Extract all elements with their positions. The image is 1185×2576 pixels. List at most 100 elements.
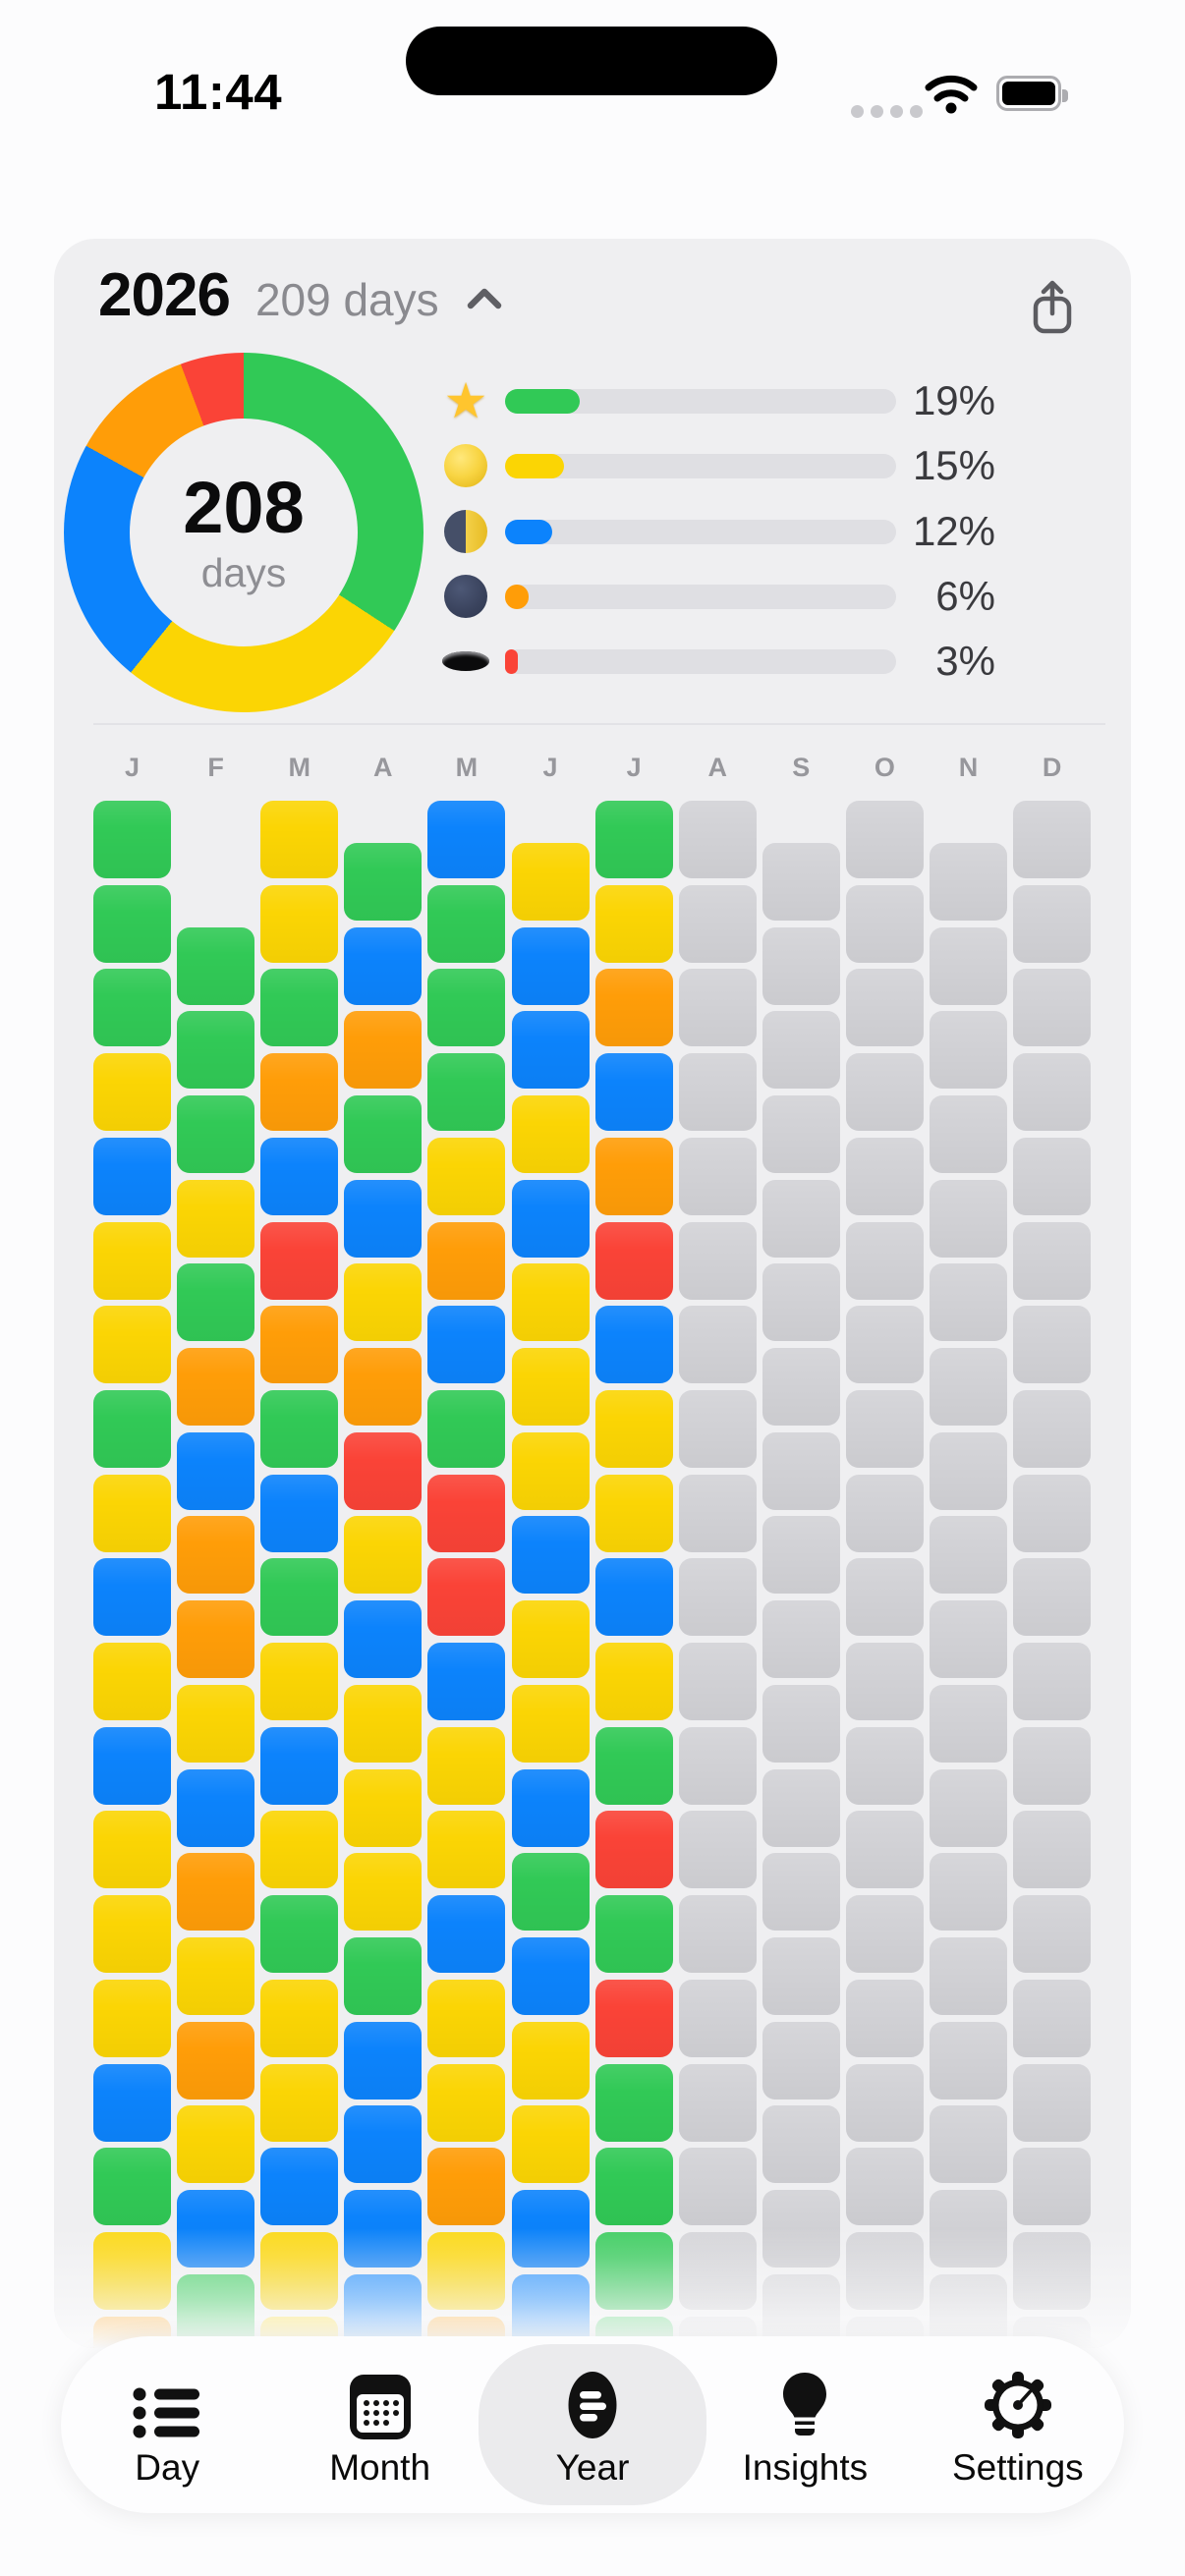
day-cell[interactable] [594, 969, 673, 1047]
day-cell-empty[interactable] [1013, 1389, 1092, 1468]
day-cell-empty[interactable] [930, 1600, 1007, 1679]
day-cell[interactable] [511, 1094, 590, 1173]
day-cell-empty[interactable] [930, 1431, 1007, 1510]
day-cell-empty[interactable] [1013, 1643, 1092, 1720]
day-cell-empty[interactable] [930, 1853, 1007, 1932]
day-cell[interactable] [427, 2148, 506, 2226]
day-cell[interactable] [260, 1726, 339, 1805]
day-cell-empty[interactable] [845, 1558, 924, 1637]
day-cell[interactable] [427, 1221, 506, 1300]
day-cell-empty[interactable] [1013, 1137, 1092, 1215]
day-cell[interactable] [177, 1348, 255, 1427]
day-cell[interactable] [177, 1094, 255, 1173]
day-cell-empty[interactable] [1013, 1979, 1092, 2057]
day-cell-empty[interactable] [762, 2105, 840, 2184]
day-cell[interactable] [260, 1053, 339, 1132]
day-cell[interactable] [177, 2021, 255, 2100]
day-cell[interactable] [93, 801, 171, 878]
day-cell[interactable] [177, 1600, 255, 1679]
day-cell[interactable] [511, 2105, 590, 2184]
day-cell-empty[interactable] [845, 884, 924, 963]
day-cell[interactable] [344, 1600, 423, 1679]
day-cell-empty[interactable] [762, 1853, 840, 1932]
day-cell-empty[interactable] [1013, 2148, 1092, 2226]
day-cell-empty[interactable] [762, 1684, 840, 1763]
day-cell-empty[interactable] [845, 969, 924, 1047]
day-cell-empty[interactable] [845, 1474, 924, 1552]
day-cell[interactable] [511, 1768, 590, 1847]
day-cell-empty[interactable] [678, 2148, 757, 2226]
day-cell[interactable] [344, 1853, 423, 1932]
day-cell[interactable] [344, 1684, 423, 1763]
day-cell[interactable] [594, 1558, 673, 1637]
day-cell-empty[interactable] [930, 1263, 1007, 1342]
day-cell-empty[interactable] [1013, 969, 1092, 1047]
day-cell-empty[interactable] [762, 1263, 840, 1342]
day-cell-empty[interactable] [845, 1221, 924, 1300]
day-cell-empty[interactable] [930, 1684, 1007, 1763]
day-cell-empty[interactable] [1013, 1811, 1092, 1889]
day-cell[interactable] [93, 969, 171, 1047]
day-cell[interactable] [93, 1726, 171, 1805]
day-cell[interactable] [93, 1643, 171, 1720]
day-cell[interactable] [260, 1474, 339, 1552]
day-cell-empty[interactable] [930, 1516, 1007, 1595]
day-cell[interactable] [511, 1348, 590, 1427]
day-cell[interactable] [594, 1389, 673, 1468]
day-cell[interactable] [427, 884, 506, 963]
day-cell-empty[interactable] [845, 1137, 924, 1215]
day-cell-empty[interactable] [762, 1516, 840, 1595]
day-cell-empty[interactable] [762, 1600, 840, 1679]
day-cell-empty[interactable] [845, 1389, 924, 1468]
day-cell[interactable] [177, 926, 255, 1005]
day-cell[interactable] [260, 2063, 339, 2142]
day-cell[interactable] [93, 1895, 171, 1974]
day-cell[interactable] [344, 1768, 423, 1847]
day-cell[interactable] [511, 1936, 590, 2015]
day-cell[interactable] [177, 1263, 255, 1342]
day-cell-empty[interactable] [845, 801, 924, 878]
day-cell[interactable] [594, 801, 673, 878]
day-cell[interactable] [93, 1306, 171, 1384]
day-cell-empty[interactable] [1013, 1474, 1092, 1552]
day-cell[interactable] [594, 884, 673, 963]
tab-insights[interactable]: Insights [699, 2336, 911, 2513]
day-cell[interactable] [344, 1936, 423, 2015]
day-cell[interactable] [427, 1137, 506, 1215]
day-cell-empty[interactable] [678, 1643, 757, 1720]
day-cell[interactable] [511, 926, 590, 1005]
day-cell[interactable] [427, 1643, 506, 1720]
day-cell-empty[interactable] [930, 842, 1007, 921]
day-cell-empty[interactable] [845, 2063, 924, 2142]
day-cell[interactable] [260, 801, 339, 878]
day-cell[interactable] [427, 801, 506, 878]
day-cell-empty[interactable] [678, 1389, 757, 1468]
day-cell[interactable] [260, 1558, 339, 1637]
day-cell[interactable] [260, 2148, 339, 2226]
day-cell-empty[interactable] [930, 1768, 1007, 1847]
tab-month[interactable]: Month [273, 2336, 485, 2513]
day-cell-empty[interactable] [1013, 2063, 1092, 2142]
day-cell[interactable] [427, 2063, 506, 2142]
day-cell-empty[interactable] [678, 801, 757, 878]
day-cell[interactable] [511, 842, 590, 921]
tab-settings[interactable]: Settings [912, 2336, 1124, 2513]
day-cell[interactable] [344, 2021, 423, 2100]
day-cell[interactable] [177, 1936, 255, 2015]
day-cell[interactable] [511, 1263, 590, 1342]
day-cell[interactable] [260, 969, 339, 1047]
day-cell[interactable] [177, 1516, 255, 1595]
day-cell-empty[interactable] [678, 1979, 757, 2057]
day-cell[interactable] [93, 884, 171, 963]
day-cell-empty[interactable] [678, 1726, 757, 1805]
day-cell[interactable] [427, 1474, 506, 1552]
day-cell[interactable] [594, 1643, 673, 1720]
day-cell-empty[interactable] [1013, 1053, 1092, 1132]
day-cell[interactable] [427, 1726, 506, 1805]
day-cell-empty[interactable] [678, 1558, 757, 1637]
day-cell[interactable] [260, 1811, 339, 1889]
day-cell-empty[interactable] [930, 1011, 1007, 1090]
day-cell[interactable] [93, 1811, 171, 1889]
day-cell[interactable] [594, 1221, 673, 1300]
day-cell[interactable] [260, 1306, 339, 1384]
